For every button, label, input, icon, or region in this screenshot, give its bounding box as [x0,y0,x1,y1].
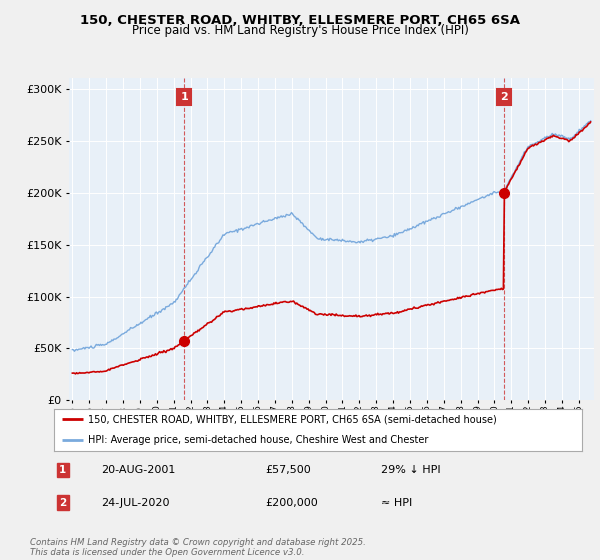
Text: 20-AUG-2001: 20-AUG-2001 [101,465,176,475]
Text: HPI: Average price, semi-detached house, Cheshire West and Chester: HPI: Average price, semi-detached house,… [88,435,428,445]
Text: 150, CHESTER ROAD, WHITBY, ELLESMERE PORT, CH65 6SA (semi-detached house): 150, CHESTER ROAD, WHITBY, ELLESMERE POR… [88,414,497,424]
Text: 2: 2 [59,498,67,507]
Text: 1: 1 [59,465,67,475]
Text: ≈ HPI: ≈ HPI [382,498,413,507]
Text: 24-JUL-2020: 24-JUL-2020 [101,498,170,507]
Text: 1: 1 [181,92,188,102]
Text: Contains HM Land Registry data © Crown copyright and database right 2025.
This d: Contains HM Land Registry data © Crown c… [30,538,366,557]
Text: 2: 2 [500,92,508,102]
Text: 29% ↓ HPI: 29% ↓ HPI [382,465,441,475]
Text: £200,000: £200,000 [265,498,318,507]
Text: 150, CHESTER ROAD, WHITBY, ELLESMERE PORT, CH65 6SA: 150, CHESTER ROAD, WHITBY, ELLESMERE POR… [80,14,520,27]
Text: Price paid vs. HM Land Registry's House Price Index (HPI): Price paid vs. HM Land Registry's House … [131,24,469,37]
Text: £57,500: £57,500 [265,465,311,475]
